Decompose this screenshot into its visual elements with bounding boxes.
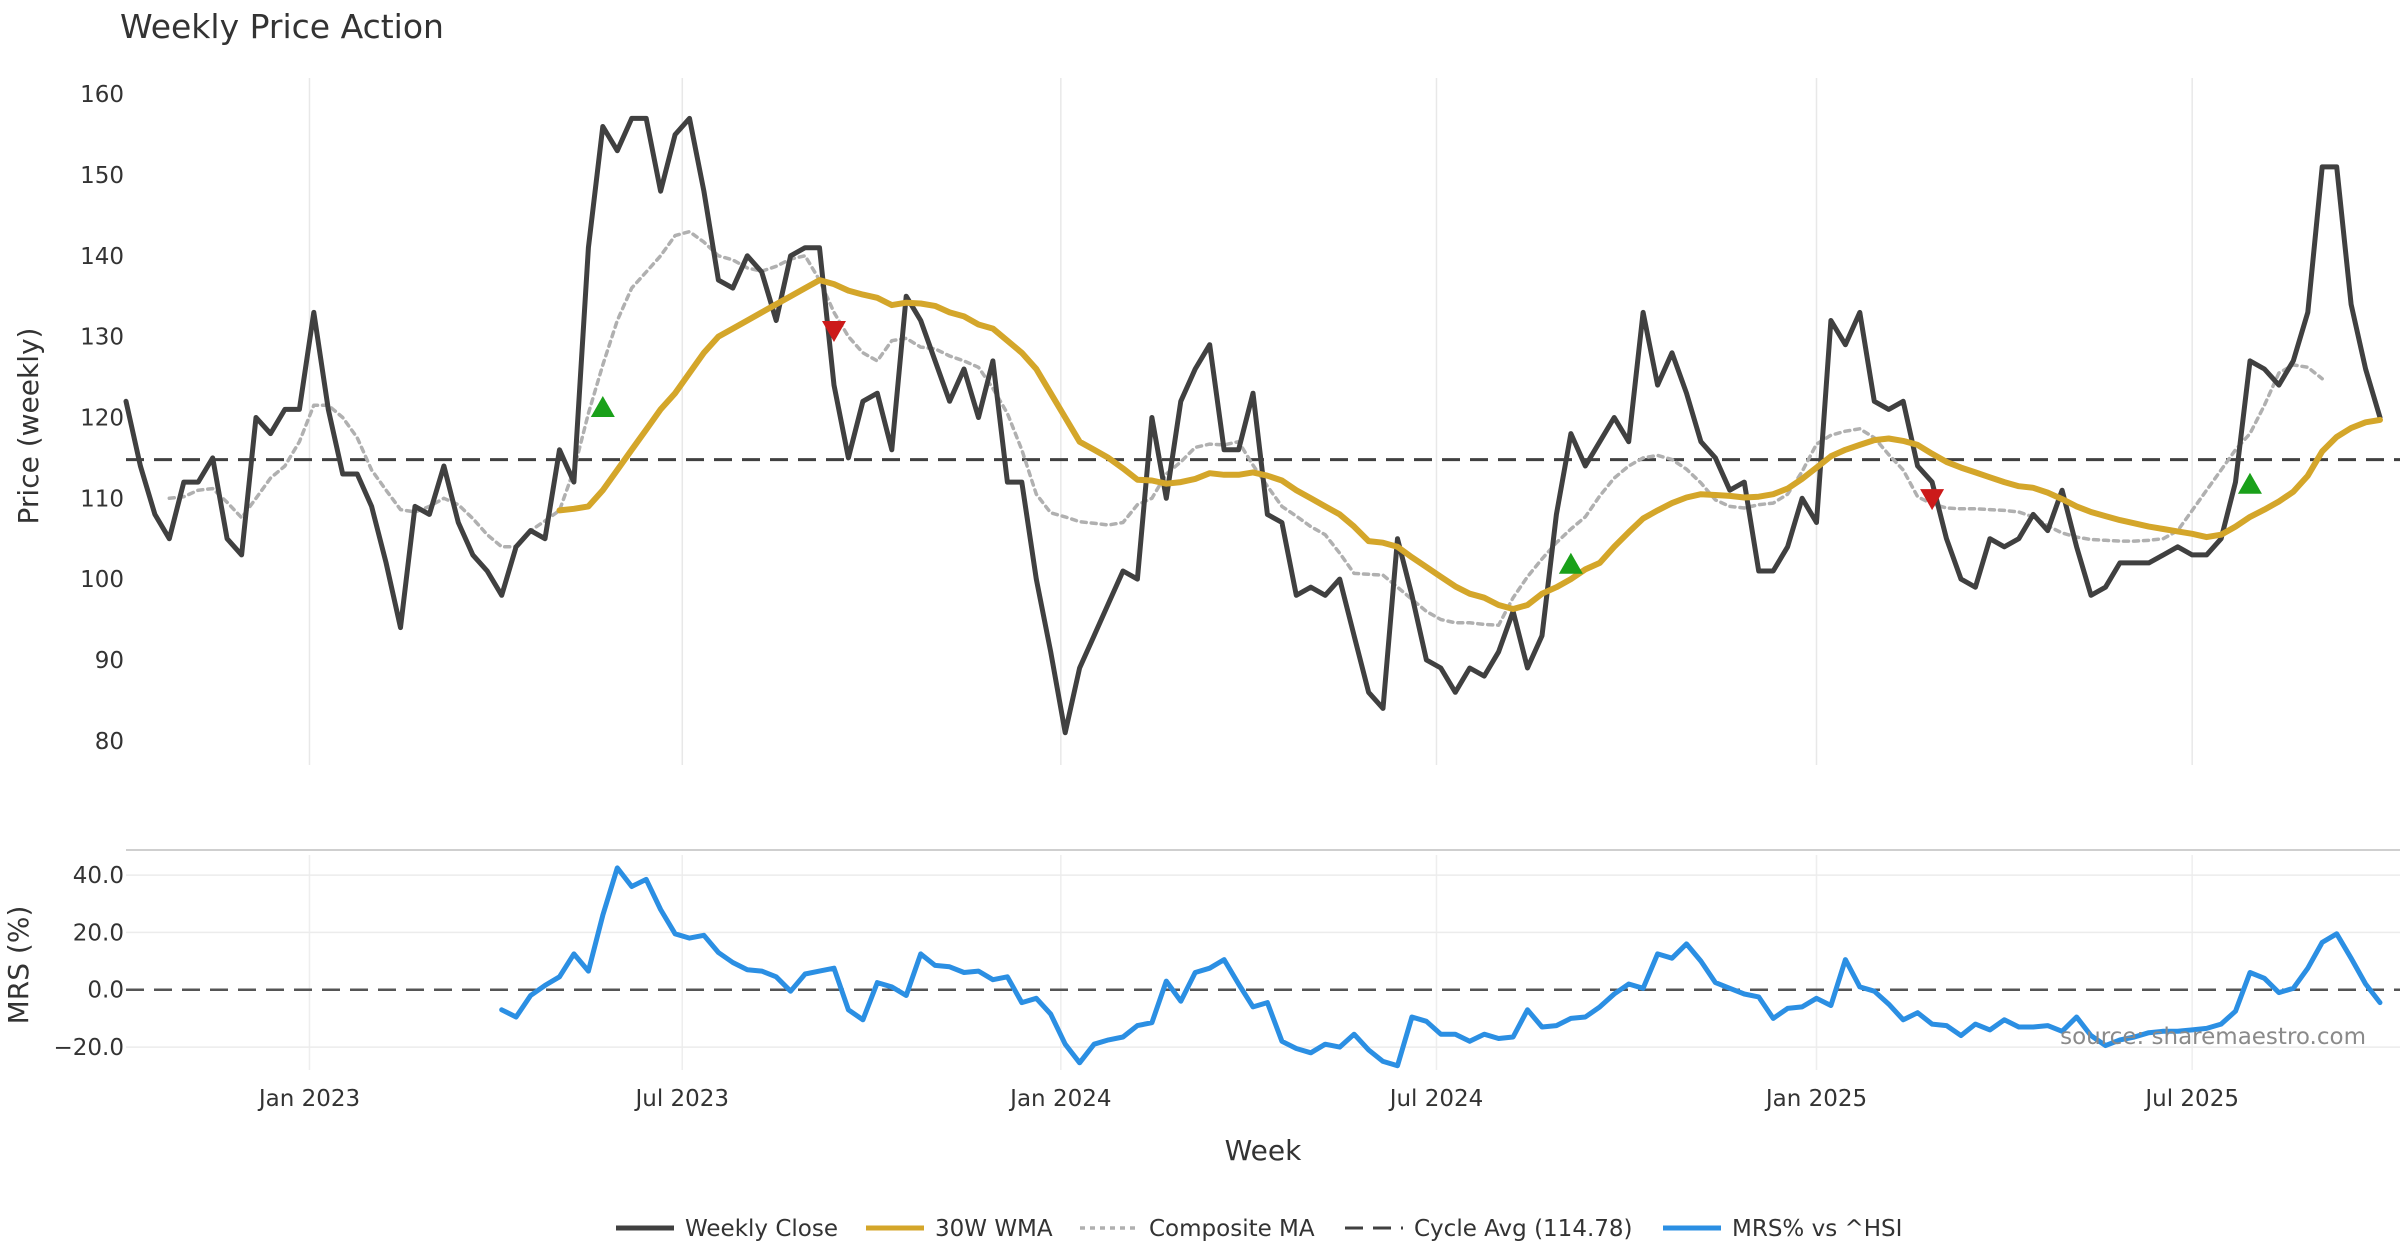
price-y-tick: 100 <box>80 567 124 593</box>
price-y-tick: 140 <box>80 244 124 270</box>
price-series <box>123 115 2400 736</box>
price-gridlines <box>308 78 2193 765</box>
legend-label: Weekly Close <box>685 1216 838 1242</box>
chart-title: Weekly Price Action <box>120 7 444 46</box>
price-y-tick: 150 <box>80 163 124 189</box>
legend-label: 30W WMA <box>935 1216 1053 1242</box>
legend-label: MRS% vs ^HSI <box>1732 1216 1902 1242</box>
weekly-close-line <box>123 115 2383 736</box>
x-axis-ticks: Jan 2023 Jul 2023 Jan 2024 Jul 2024 Jan 2025… <box>257 1086 2239 1112</box>
price-y-tick: 110 <box>80 486 124 512</box>
mrs-y-axis-label: MRS (%) <box>2 906 35 1025</box>
mrs-y-tick: −20.0 <box>54 1035 124 1061</box>
mrs-series <box>126 865 2400 1069</box>
x-tick-label: Jul 2024 <box>1388 1086 1484 1112</box>
price-y-tick: 120 <box>80 405 124 431</box>
legend: Weekly Close 30W WMA Composite MA Cycle Avg… <box>616 1216 1902 1242</box>
x-tick-label: Jul 2025 <box>2143 1086 2239 1112</box>
buy-signal-marker <box>2237 472 2262 494</box>
price-y-axis-label: Price (weekly) <box>12 328 45 525</box>
legend-label: Composite MA <box>1149 1216 1315 1242</box>
mrs-y-ticks: 40.0 20.0 0.0 −20.0 <box>54 863 124 1061</box>
x-tick-label: Jul 2023 <box>633 1086 729 1112</box>
price-y-tick: 80 <box>95 729 124 755</box>
sell-signal-marker <box>1920 489 1945 511</box>
source-watermark: source: sharemaestro.com <box>2060 1024 2366 1050</box>
x-tick-label: Jan 2023 <box>257 1086 360 1112</box>
legend-label: Cycle Avg (114.78) <box>1414 1216 1633 1242</box>
mrs-y-tick: 40.0 <box>73 863 124 889</box>
buy-signal-marker <box>1558 552 1583 574</box>
wma-line <box>556 277 2383 612</box>
buy-signal-marker <box>590 395 615 417</box>
x-tick-label: Jan 2025 <box>1764 1086 1867 1112</box>
price-y-tick: 90 <box>95 648 124 674</box>
price-y-ticks: 80 90 100 110 120 130 140 150 160 <box>80 82 124 755</box>
mrs-gridlines <box>126 855 2400 1070</box>
price-y-tick: 130 <box>80 325 124 351</box>
signal-markers <box>590 320 2262 574</box>
mrs-y-tick: 20.0 <box>73 920 124 946</box>
x-tick-label: Jan 2024 <box>1008 1086 1111 1112</box>
x-axis-label: Week <box>1225 1134 1302 1167</box>
sell-signal-marker <box>821 320 846 342</box>
mrs-y-tick: 0.0 <box>87 978 124 1004</box>
price-y-tick: 160 <box>80 82 124 108</box>
mrs-line <box>499 865 2383 1069</box>
